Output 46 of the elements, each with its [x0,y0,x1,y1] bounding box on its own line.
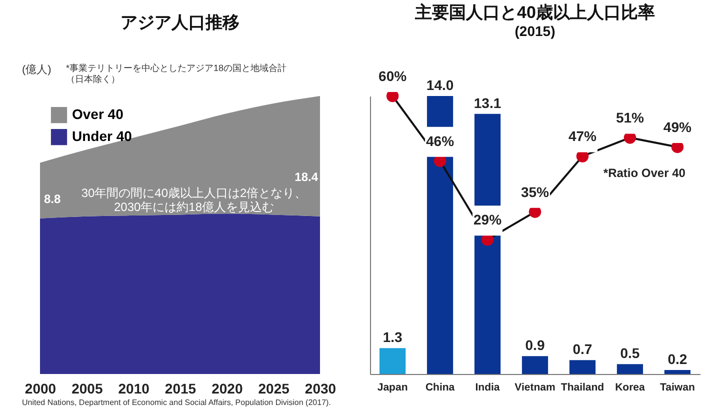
data-label: 35% [520,184,550,200]
text: United Nations, Department of Economic and Social Affairs, Population Division (2017). [22,398,331,407]
chart-subtitle: (2015) [514,23,556,39]
x-tick-label: 2005 [72,380,103,396]
data-label: 1.3 [382,329,402,346]
data-label: 13.1 [474,94,502,111]
data-label: 0.5 [620,345,640,362]
data-label: 49% [663,118,692,135]
data-label: 29% [474,212,502,228]
chart-title: 主要国人口と40歳以上人口比率 [414,3,655,22]
annotation: 18.4 [294,170,318,184]
annotation: 30年間の間に40歳以上人口は2倍となり、2030年には約18億人を見込む [81,186,307,214]
data-label: 51% [616,110,645,126]
x-tick-label: 2020 [212,380,243,396]
bar [379,348,406,374]
legend-label: Under 40 [72,128,132,144]
x-tick-label: Vietnam [514,382,556,394]
x-tick-label: Thailand [560,382,604,394]
x-tick-label: 2000 [24,380,56,396]
data-label: 0.7 [572,341,592,358]
data-label: 0.9 [525,337,545,354]
x-tick-label: India [475,382,500,394]
data-label: 46% [426,132,455,149]
data-label: 47% [568,128,598,144]
y-axis-title: (億人) [22,63,52,76]
bar [569,360,596,374]
data-label: 14.0 [426,77,454,93]
x-tick-label: 2030 [304,380,336,396]
bar [426,96,454,374]
x-tick-label: Japan [377,382,408,394]
x-tick-label: 2025 [258,380,290,396]
bar [664,370,691,374]
bar [522,356,548,374]
x-tick-label: China [425,382,455,394]
bar [616,364,644,374]
series-label: *Ratio Over 40 [603,166,686,180]
legend-label: Over 40 [72,106,124,122]
data-label: 60% [378,68,408,84]
x-tick-label: Korea [615,382,646,394]
text: *事業テリトリーを中心としたアジア18の国と地域合計（日本除く） [66,63,287,84]
data-label: 0.2 [668,351,688,368]
x-tick-label: 2015 [164,380,196,396]
annotation: 8.8 [44,192,62,206]
x-tick-label: Taiwan [660,382,695,394]
chart-title: アジア人口推移 [120,13,240,32]
x-tick-label: 2010 [118,380,150,396]
